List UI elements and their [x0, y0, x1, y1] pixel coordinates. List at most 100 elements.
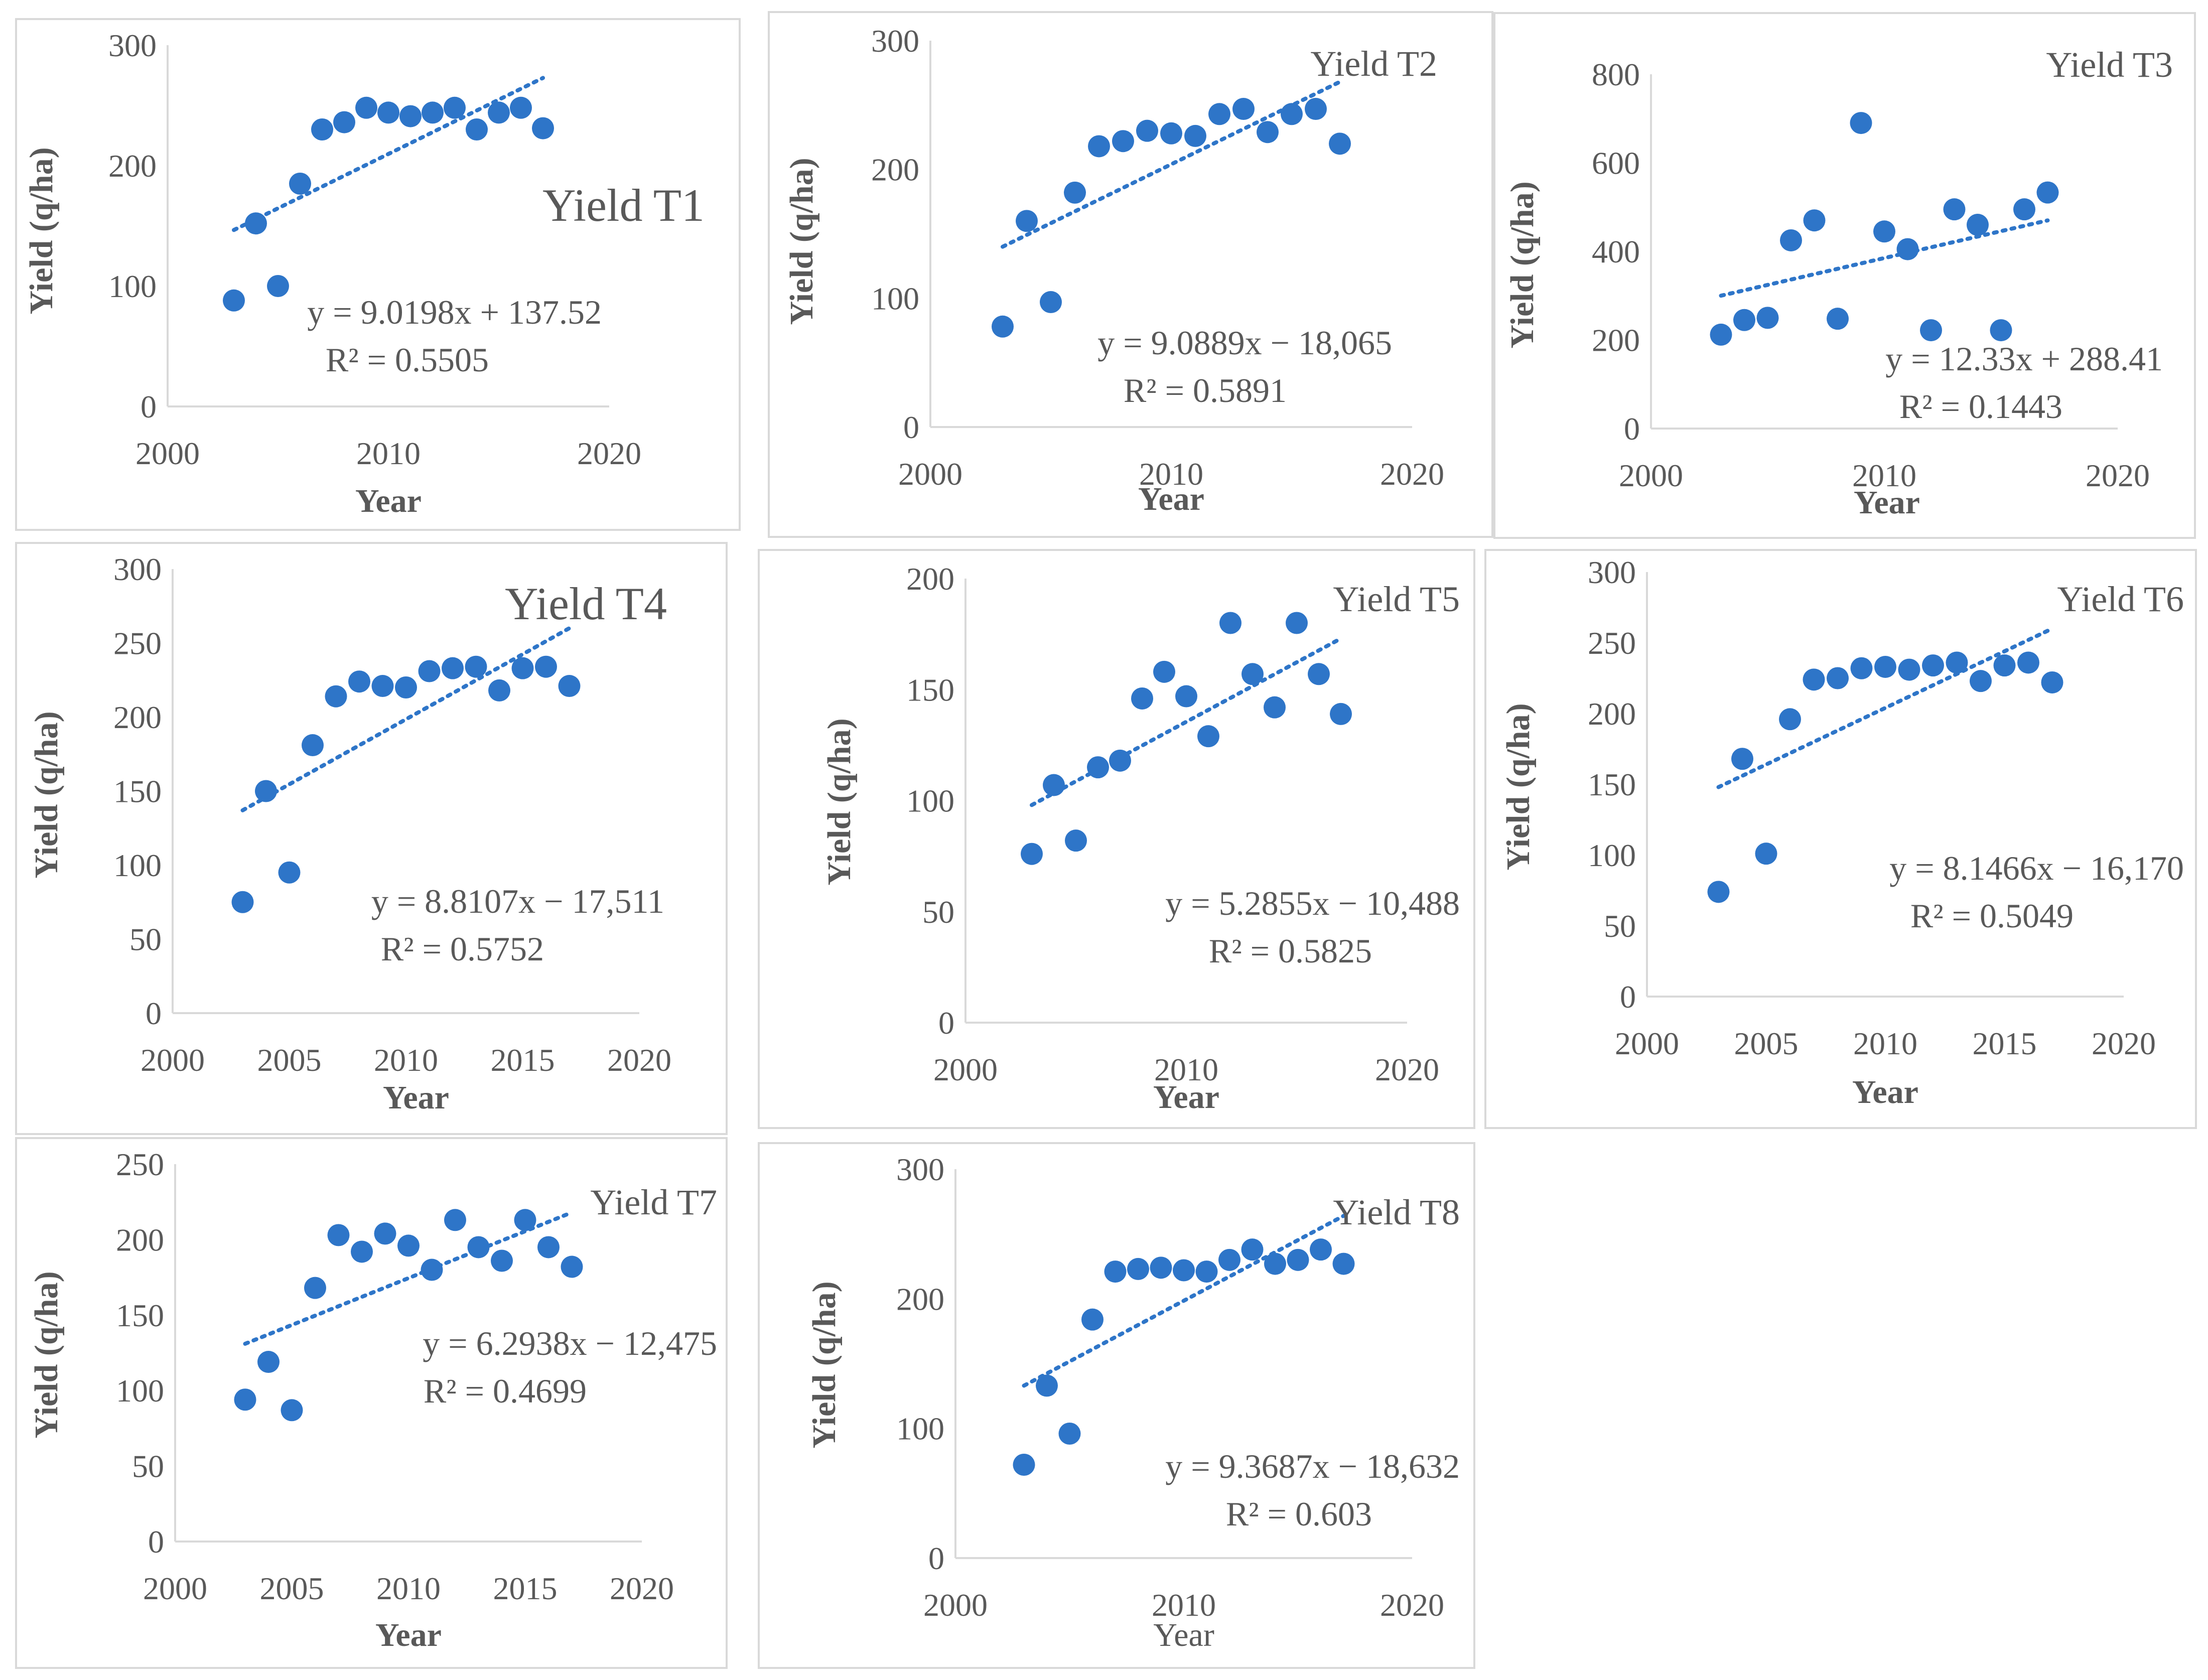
data-point [377, 101, 399, 124]
data-point [395, 676, 417, 698]
data-point [1779, 708, 1801, 731]
x-tick-label: 2020 [1380, 456, 1444, 492]
data-point [2036, 181, 2059, 204]
trendline [1719, 218, 2050, 298]
data-point [1257, 121, 1279, 144]
trendline [1022, 1214, 1346, 1388]
y-tick-label: 0 [1624, 411, 1640, 447]
x-tick-label: 2015 [493, 1571, 558, 1606]
y-tick-label: 200 [1588, 696, 1636, 732]
data-point [532, 117, 554, 139]
data-point [1040, 291, 1062, 314]
data-point [311, 118, 333, 141]
data-point [1153, 660, 1175, 683]
x-axis-label: Year [1153, 1617, 1214, 1653]
trendline [243, 1210, 574, 1346]
data-point [1993, 654, 2016, 677]
data-point [514, 1209, 536, 1231]
chart-title: Yield T4 [505, 578, 667, 629]
chart-title: Yield T6 [2057, 579, 2184, 619]
trend-r-squared: R² = 0.5505 [326, 341, 489, 379]
y-tick-label: 300 [1588, 554, 1636, 590]
data-point [1970, 670, 1992, 692]
data-point [1329, 132, 1351, 155]
trend-equation: y = 9.0889x − 18,065 [1097, 324, 1392, 362]
data-point [1710, 323, 1732, 346]
data-point [1127, 1257, 1149, 1280]
y-axis-label: Yield (q/ha) [1500, 703, 1537, 870]
x-tick-label: 2010 [1852, 458, 1916, 493]
data-point [465, 655, 487, 678]
chart-t2: 0 100 200 300 2000 2010 2020 Year Yield (q/ha) y … [783, 23, 1444, 517]
data-point [1780, 229, 1802, 251]
data-point [1827, 308, 1849, 330]
y-tick-label: 300 [896, 1152, 944, 1187]
data-point [422, 101, 444, 124]
data-point [333, 111, 355, 133]
data-point [1065, 829, 1087, 852]
x-tick-label: 2010 [1152, 1587, 1216, 1623]
trend-r-squared: R² = 0.5049 [1910, 897, 2074, 935]
data-point [257, 1351, 280, 1373]
data-point [348, 670, 370, 693]
data-point [234, 1388, 256, 1411]
x-axis-label: Year [355, 483, 422, 519]
data-point [1305, 98, 1327, 120]
data-point [558, 675, 581, 697]
data-point [245, 212, 267, 235]
data-point [1755, 843, 1777, 865]
data-point [355, 96, 377, 119]
data-point [1332, 1252, 1355, 1275]
x-tick-label: 2000 [923, 1587, 988, 1623]
data-point [1330, 703, 1352, 725]
y-tick-label: 0 [141, 389, 157, 425]
data-point [467, 1236, 490, 1258]
trend-r-squared: R² = 0.5752 [381, 930, 544, 968]
data-point [327, 1224, 350, 1246]
y-tick-label: 250 [116, 1147, 164, 1182]
data-point [1308, 663, 1330, 685]
x-tick-label: 2000 [1619, 458, 1683, 493]
data-point [255, 780, 277, 802]
x-tick-label: 2010 [356, 436, 421, 471]
y-tick-label: 800 [1592, 57, 1640, 92]
data-point [2013, 198, 2035, 221]
data-point [1081, 1308, 1103, 1331]
chart-title: Yield T7 [590, 1182, 717, 1222]
y-tick-label: 100 [1588, 837, 1636, 873]
y-tick-label: 300 [108, 28, 157, 63]
x-tick-label: 2010 [1139, 456, 1203, 492]
y-tick-label: 100 [871, 281, 919, 316]
y-tick-label: 150 [1588, 767, 1636, 802]
data-point [1087, 756, 1109, 779]
y-tick-label: 0 [148, 1524, 164, 1560]
chart-t8: 0 100 200 300 2000 2010 2020 Year Yield (q/ha) y … [806, 1152, 1460, 1653]
data-point [1286, 612, 1308, 634]
x-tick-label: 2005 [1734, 1026, 1799, 1061]
x-axis-label: Year [1153, 1079, 1219, 1115]
y-tick-label: 400 [1592, 234, 1640, 269]
data-point [1013, 1454, 1035, 1476]
y-tick-label: 100 [906, 783, 954, 819]
data-point [1946, 651, 1968, 674]
y-tick-label: 100 [108, 268, 157, 304]
data-point [1731, 748, 1753, 770]
data-point [1175, 685, 1197, 708]
y-tick-label: 0 [903, 409, 919, 445]
data-point [1264, 696, 1286, 719]
trendline [232, 76, 545, 232]
x-tick-label: 2020 [577, 436, 641, 471]
data-point [351, 1240, 373, 1263]
data-point [1943, 198, 1966, 221]
y-tick-label: 200 [108, 148, 157, 184]
trendline [1001, 80, 1342, 249]
x-tick-label: 2000 [1615, 1026, 1679, 1061]
data-point [488, 679, 510, 702]
data-point [444, 96, 466, 119]
x-tick-label: 2020 [607, 1042, 671, 1078]
x-tick-label: 2000 [141, 1042, 205, 1078]
data-point [1922, 654, 1944, 677]
x-tick-label: 2010 [374, 1042, 438, 1078]
x-tick-label: 2010 [1853, 1026, 1917, 1061]
data-point [304, 1277, 326, 1299]
